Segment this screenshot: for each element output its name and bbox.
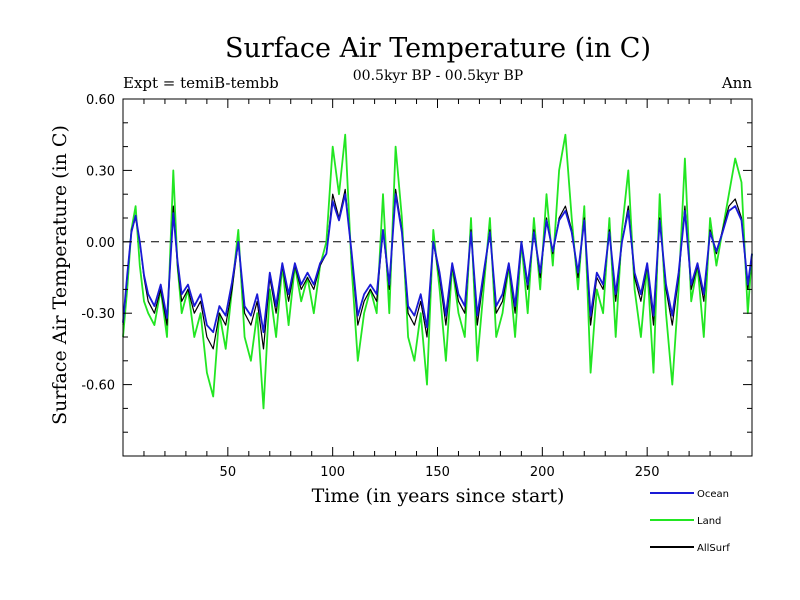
x-tick-label: 200 [530, 465, 555, 480]
chart-subtitle: 00.5kyr BP - 00.5kyr BP [353, 68, 523, 84]
y-tick-label: -0.30 [81, 307, 115, 322]
legend: Ocean Land AllSurf [650, 489, 730, 554]
y-tick-label: -0.60 [81, 379, 115, 394]
y-tick-label: 0.30 [86, 164, 115, 179]
x-tick-label: 250 [635, 465, 660, 480]
y-tick-label: 0.00 [86, 236, 115, 251]
x-axis-label: Time (in years since start) [312, 485, 565, 507]
chart-title: Surface Air Temperature (in C) [225, 33, 651, 64]
legend-label-allsurf: AllSurf [697, 543, 730, 554]
x-axis: 50 100 150 200 250 [143, 99, 732, 480]
legend-label-land: Land [697, 516, 721, 527]
series-line-ocean [122, 193, 753, 334]
x-tick-label: 100 [320, 465, 345, 480]
x-tick-label: 50 [220, 465, 237, 480]
x-tick-label: 150 [425, 465, 450, 480]
y-axis: 0.60 0.30 0.00 -0.30 -0.60 [81, 93, 752, 457]
series-layer [122, 133, 753, 410]
plot-area [122, 98, 753, 457]
expt-label: Expt = temiB-tembb [123, 74, 279, 92]
y-axis-label: Surface Air Temperature (in C) [49, 125, 71, 425]
legend-label-ocean: Ocean [697, 489, 729, 500]
y-tick-label: 0.60 [86, 93, 115, 108]
period-label: Ann [721, 74, 752, 92]
series-line-land [122, 133, 753, 410]
